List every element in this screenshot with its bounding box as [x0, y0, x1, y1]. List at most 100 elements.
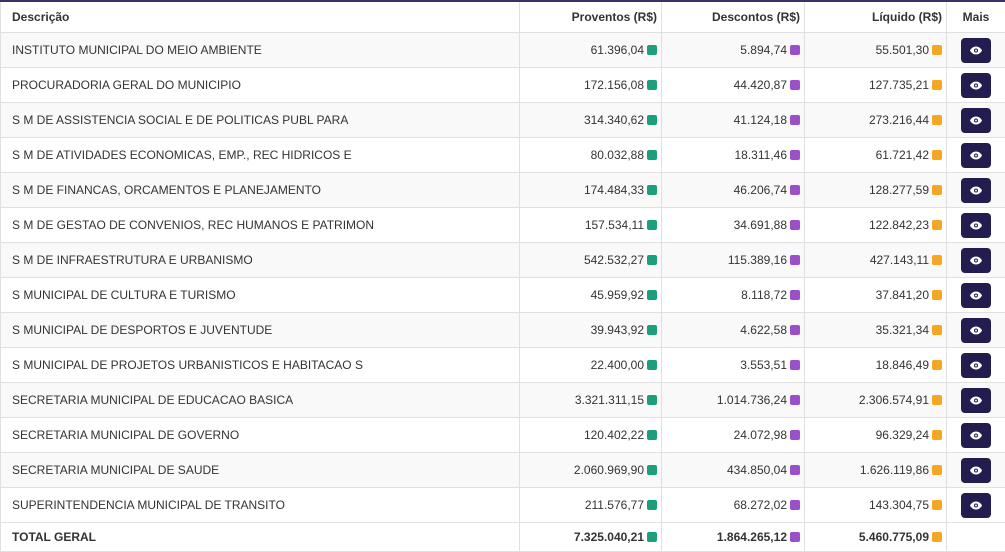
eye-icon [970, 221, 982, 230]
value-text: 96.329,24 [876, 428, 929, 442]
value-text: 128.277,59 [869, 183, 929, 197]
description-text: PROCURADORIA GERAL DO MUNICIPIO [12, 78, 241, 92]
color-marker [647, 500, 657, 510]
value-text: 542.532,27 [584, 253, 644, 267]
color-marker [932, 430, 942, 440]
view-button[interactable] [961, 108, 991, 133]
description-text: S M DE ATIVIDADES ECONOMICAS, EMP., REC … [12, 148, 352, 162]
value-text: 80.032,88 [591, 148, 644, 162]
value-cell: 22.400,00 [520, 348, 662, 383]
value-text: 157.534,11 [585, 218, 644, 232]
color-marker [790, 45, 800, 55]
color-marker [647, 80, 657, 90]
value-cell: 80.032,88 [520, 138, 662, 173]
value-cell: 18.311,46 [662, 138, 805, 173]
action-cell [947, 418, 1005, 453]
view-button[interactable] [961, 38, 991, 63]
value-text: 18.311,46 [735, 148, 788, 162]
view-button[interactable] [961, 143, 991, 168]
action-cell [947, 138, 1005, 173]
value-cell: 1.626.119,86 [805, 453, 947, 488]
view-button[interactable] [961, 318, 991, 343]
view-button[interactable] [961, 73, 991, 98]
header-cell[interactable]: Líquido (R$) [805, 1, 947, 33]
value-cell: 115.389,16 [662, 243, 805, 278]
description-cell: S M DE INFRAESTRUTURA E URBANISMO [1, 243, 520, 278]
description-cell: S MUNICIPAL DE DESPORTOS E JUVENTUDE [1, 313, 520, 348]
action-cell [947, 68, 1005, 103]
value-cell: 211.576,77 [520, 488, 662, 523]
value-cell: 35.321,34 [805, 313, 947, 348]
description-text: TOTAL GERAL [12, 530, 96, 544]
table-row: S M DE ATIVIDADES ECONOMICAS, EMP., REC … [1, 138, 1005, 173]
value-cell: 172.156,08 [520, 68, 662, 103]
header-cell[interactable]: Descontos (R$) [662, 1, 805, 33]
header-cell[interactable]: Descrição [1, 1, 520, 33]
value-text: 211.576,77 [585, 498, 644, 512]
view-button[interactable] [961, 493, 991, 518]
value-cell: 8.118,72 [662, 278, 805, 313]
eye-icon [970, 326, 982, 335]
value-cell: 5.460.775,09 [805, 523, 947, 552]
value-text: 1.626.119,86 [860, 463, 929, 477]
color-marker [790, 220, 800, 230]
action-cell [947, 453, 1005, 488]
color-marker [932, 395, 942, 405]
color-marker [647, 395, 657, 405]
action-cell [947, 383, 1005, 418]
eye-icon [970, 291, 982, 300]
value-cell: 46.206,74 [662, 173, 805, 208]
color-marker [647, 220, 657, 230]
view-button[interactable] [961, 178, 991, 203]
view-button[interactable] [961, 283, 991, 308]
view-button[interactable] [961, 423, 991, 448]
header-cell[interactable]: Proventos (R$) [520, 1, 662, 33]
color-marker [932, 500, 942, 510]
view-button[interactable] [961, 353, 991, 378]
eye-icon [970, 501, 982, 510]
color-marker [932, 150, 942, 160]
description-text: S M DE GESTAO DE CONVENIOS, REC HUMANOS … [12, 218, 374, 232]
value-text: 273.216,44 [869, 113, 929, 127]
value-text: 2.306.574,91 [859, 393, 929, 407]
view-button[interactable] [961, 458, 991, 483]
color-marker [932, 45, 942, 55]
value-text: 41.124,18 [734, 113, 787, 127]
view-button[interactable] [961, 248, 991, 273]
value-text: 7.325.040,21 [574, 530, 644, 544]
value-cell: 61.396,04 [520, 33, 662, 68]
value-cell: 427.143,11 [805, 243, 947, 278]
color-marker [932, 220, 942, 230]
value-text: 172.156,08 [584, 78, 644, 92]
value-text: 44.420,87 [734, 78, 787, 92]
color-marker [647, 325, 657, 335]
color-marker [932, 255, 942, 265]
description-cell: S MUNICIPAL DE PROJETOS URBANISTICOS E H… [1, 348, 520, 383]
value-cell: 3.321.311,15 [520, 383, 662, 418]
color-marker [790, 532, 800, 542]
view-button[interactable] [961, 213, 991, 238]
color-marker [932, 290, 942, 300]
value-text: 18.846,49 [876, 358, 929, 372]
color-marker [647, 290, 657, 300]
value-cell: 2.060.969,90 [520, 453, 662, 488]
value-text: 37.841,20 [876, 288, 929, 302]
value-cell: 68.272,02 [662, 488, 805, 523]
value-cell: 174.484,33 [520, 173, 662, 208]
eye-icon [970, 466, 982, 475]
view-button[interactable] [961, 388, 991, 413]
value-text: 122.842,23 [869, 218, 929, 232]
color-marker [647, 185, 657, 195]
description-cell: TOTAL GERAL [1, 523, 520, 552]
header-cell: Mais [947, 1, 1005, 33]
value-text: 8.118,72 [741, 288, 787, 302]
action-cell [947, 103, 1005, 138]
color-marker [790, 325, 800, 335]
value-text: 55.501,30 [876, 43, 929, 57]
value-text: 39.943,92 [591, 323, 644, 337]
color-marker [790, 430, 800, 440]
description-cell: INSTITUTO MUNICIPAL DO MEIO AMBIENTE [1, 33, 520, 68]
